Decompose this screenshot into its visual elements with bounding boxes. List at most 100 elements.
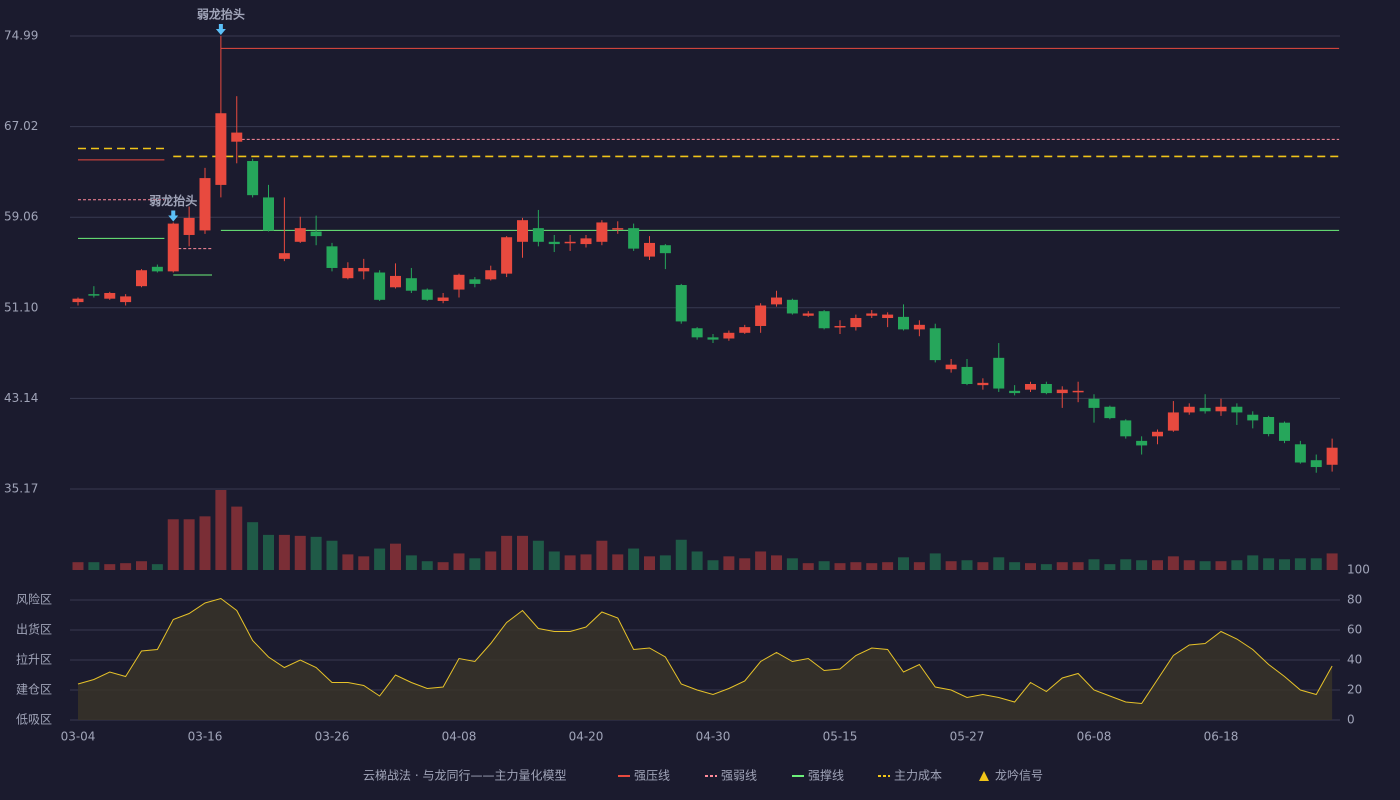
candle-body — [564, 241, 576, 244]
legend-label: 强撑线 — [808, 768, 844, 783]
volume-bar — [628, 548, 640, 570]
zone-label: 拉升区 — [16, 652, 52, 667]
candle-body — [1247, 414, 1259, 421]
candle-body — [628, 228, 640, 249]
volume-bar — [580, 554, 592, 570]
candle-body — [342, 267, 354, 279]
volume-bar — [326, 540, 338, 570]
candle-body — [136, 270, 147, 287]
candle-body — [247, 161, 259, 196]
candle-body — [548, 241, 560, 245]
candle-body — [580, 238, 592, 245]
volume-bar — [1152, 560, 1163, 570]
candle-body — [215, 113, 227, 185]
candle-body — [612, 228, 624, 230]
signal-arrow — [168, 210, 179, 222]
candle-body — [913, 324, 925, 330]
volume-bar — [1294, 558, 1306, 570]
x-tick-label: 03-04 — [61, 730, 96, 744]
candle-body — [199, 178, 211, 231]
candle-body — [596, 222, 608, 242]
y-tick-label: 51.10 — [4, 300, 38, 314]
candle-body — [755, 305, 767, 326]
candle-body — [882, 314, 894, 319]
volume-bar — [374, 548, 386, 570]
volume-bar — [723, 556, 735, 570]
candle-body — [1025, 383, 1036, 390]
volume-bar — [405, 555, 417, 570]
candle-body — [532, 228, 544, 242]
volume-bar — [755, 551, 767, 570]
y-tick-label: 74.99 — [4, 29, 38, 43]
volume-bar — [818, 561, 830, 570]
candle-body — [151, 266, 163, 272]
volume-bar — [247, 522, 259, 570]
candle-body — [961, 366, 973, 384]
volume-bar — [882, 562, 894, 570]
volume-bar — [977, 562, 989, 570]
volume-bar — [342, 554, 354, 570]
candle-body — [1183, 406, 1195, 413]
candle-body — [374, 272, 386, 300]
y-tick-label: 60 — [1347, 623, 1362, 637]
volume-bar — [88, 562, 100, 570]
candle-body — [659, 245, 671, 254]
volume-bar — [263, 534, 274, 570]
zone-label: 出货区 — [16, 622, 52, 637]
volume-bar — [564, 555, 576, 570]
x-tick-label: 04-30 — [696, 730, 731, 744]
candle-body — [326, 246, 338, 268]
zone-label: 建仓区 — [16, 683, 52, 697]
signal-arrow — [215, 24, 226, 35]
candle-body — [1056, 389, 1068, 394]
volume-bar — [278, 534, 290, 570]
candle-body — [691, 328, 703, 338]
volume-bar — [136, 561, 147, 570]
volume-bar — [501, 535, 513, 570]
volume-bar — [1104, 564, 1116, 570]
x-tick-label: 06-08 — [1077, 730, 1112, 744]
volume-bar — [1231, 560, 1243, 570]
volume-bar — [1056, 562, 1068, 570]
volume-bar — [644, 556, 655, 570]
candle-body — [1310, 460, 1322, 468]
volume-bar — [1120, 559, 1132, 570]
zone-label: 风险区 — [16, 592, 52, 607]
candle-body — [1199, 407, 1211, 412]
y-tick-label: 100 — [1347, 563, 1370, 577]
volume-bar — [659, 555, 671, 570]
candle-body — [1040, 383, 1052, 394]
volume-bar — [548, 551, 560, 570]
candle-body — [1120, 420, 1132, 437]
volume-bar — [866, 563, 878, 570]
volume-bar — [961, 560, 973, 570]
candle-body — [120, 296, 132, 303]
volume-bar — [1215, 561, 1227, 570]
candle-body — [707, 337, 719, 340]
candle-body — [1088, 398, 1100, 408]
x-tick-label: 04-08 — [442, 730, 477, 744]
candle-body — [834, 325, 846, 328]
candle-body — [1231, 406, 1243, 413]
candle-body — [1136, 440, 1148, 446]
legend-label: 强弱线 — [721, 769, 757, 783]
x-tick-label: 03-16 — [188, 730, 223, 744]
candle-body — [1294, 444, 1306, 463]
candle-body — [88, 294, 100, 296]
volume-bar — [850, 562, 862, 570]
candle-body — [437, 297, 449, 301]
candle-body — [802, 313, 814, 316]
x-tick-label: 05-15 — [823, 730, 858, 744]
legend-label: 龙吟信号 — [995, 768, 1043, 783]
candle-body — [310, 231, 322, 237]
candle-body — [72, 298, 84, 303]
volume-bar — [1167, 556, 1179, 570]
annotation-label: 弱龙抬头 — [149, 193, 197, 208]
volume-bar — [771, 555, 782, 570]
candle-body — [1072, 390, 1084, 393]
zone-label: 低吸区 — [16, 713, 52, 727]
volume-bar — [215, 490, 227, 570]
candle-body — [898, 316, 909, 330]
x-tick-label: 03-26 — [315, 730, 350, 744]
candle-body — [929, 328, 941, 361]
